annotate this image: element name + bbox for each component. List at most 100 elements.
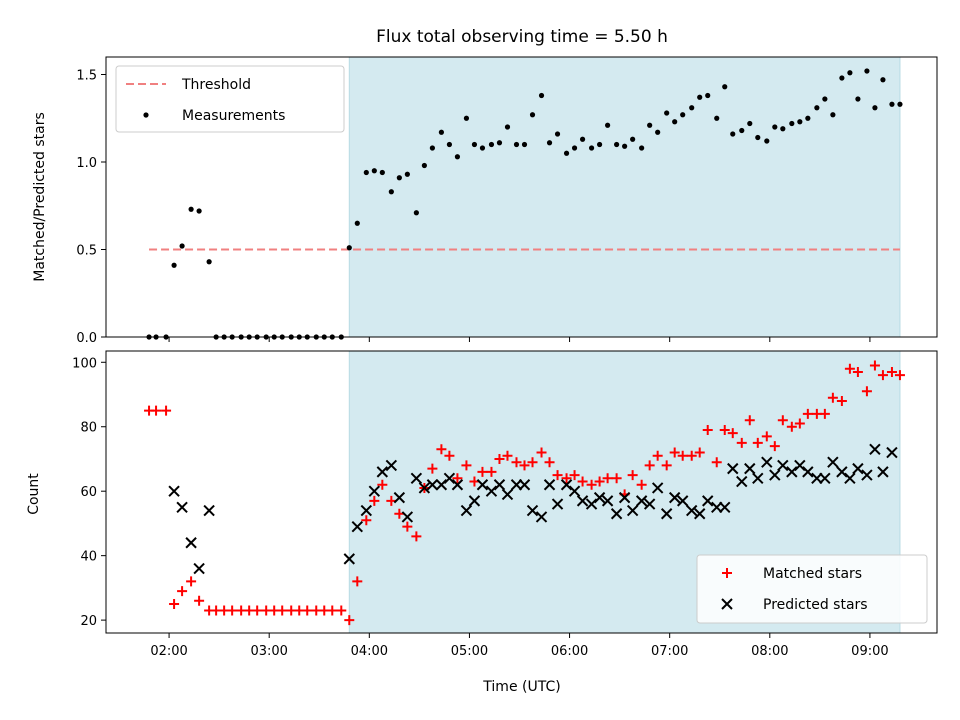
matched-stars-point xyxy=(894,370,905,381)
matched-stars-point xyxy=(802,408,813,419)
measurement-point xyxy=(814,105,820,111)
predicted-stars-point xyxy=(385,459,398,472)
predicted-stars-point xyxy=(393,491,406,504)
measurement-point xyxy=(588,145,595,151)
predicted-stars-point xyxy=(819,472,831,485)
matched-stars-point xyxy=(544,457,555,468)
predicted-stars-point xyxy=(203,504,215,517)
legend-measurements-swatch xyxy=(143,112,149,118)
predicted-stars-point xyxy=(786,466,798,478)
matched-stars-point xyxy=(444,450,455,461)
predicted-stars-point xyxy=(576,495,589,507)
legend-matched-swatch xyxy=(722,568,732,578)
y-tick-label: 0.5 xyxy=(76,244,97,259)
measurement-point xyxy=(488,141,495,148)
matched-stars-point xyxy=(161,405,172,416)
measurement-point xyxy=(680,112,686,118)
x-tick-label: 06:00 xyxy=(551,644,588,659)
matched-stars-point xyxy=(636,479,647,490)
predicted-stars-point xyxy=(401,511,414,523)
measurement-point xyxy=(596,141,603,148)
matched-stars-point xyxy=(577,476,588,487)
predicted-stars-point xyxy=(193,562,205,575)
matched-stars-point xyxy=(169,598,180,609)
measurement-point xyxy=(354,220,360,226)
legend-box xyxy=(696,554,928,624)
measurement-point xyxy=(188,206,194,212)
predicted-stars-point xyxy=(877,466,889,478)
x-tick-label: 09:00 xyxy=(851,644,888,659)
predicted-stars-point xyxy=(794,459,806,472)
measurement-point xyxy=(739,127,745,134)
predicted-stars-point xyxy=(719,501,731,514)
measurement-point xyxy=(705,92,711,99)
measurement-point xyxy=(714,115,720,121)
matched-stars-point xyxy=(186,576,197,587)
y-tick-label: 1.5 xyxy=(76,69,97,84)
legend-predicted-label: Predicted stars xyxy=(763,597,868,613)
y-tick-label: 1.0 xyxy=(76,156,97,171)
observing-window-shade xyxy=(348,56,901,338)
x-axis-title: Time (UTC) xyxy=(482,679,560,695)
measurement-point xyxy=(805,115,811,121)
matched-stars-point xyxy=(277,605,288,616)
predicted-stars-point xyxy=(585,498,598,510)
measurement-point xyxy=(438,129,445,135)
matched-stars-point xyxy=(411,531,422,542)
measurement-point xyxy=(855,96,861,102)
measurement-point xyxy=(479,145,486,151)
y-tick-label: 0.0 xyxy=(76,331,97,346)
matched-stars-point xyxy=(502,450,513,461)
matched-stars-point xyxy=(586,479,597,490)
predicted-stars-point xyxy=(560,479,573,491)
matched-stars-point xyxy=(336,605,347,616)
matched-stars-point xyxy=(352,576,363,587)
measurement-point xyxy=(755,134,761,141)
measurement-point xyxy=(822,96,828,102)
matched-stars-point xyxy=(652,450,663,461)
matched-stars-point xyxy=(511,457,522,468)
predicted-stars-point xyxy=(185,537,197,549)
predicted-stars-point xyxy=(360,504,373,517)
matched-stars-point xyxy=(194,595,205,606)
matched-stars-point xyxy=(436,444,447,455)
measurement-point xyxy=(722,84,728,90)
x-tick-label: 07:00 xyxy=(651,644,688,659)
matched-stars-point xyxy=(661,460,672,471)
predicted-stars-point xyxy=(727,462,739,475)
count-panel: 20 40 60 80 100 02:00 03:00 04:00 05:00 06:00 07:0… xyxy=(72,351,938,659)
matched-stars-point xyxy=(519,460,530,471)
matched-stars-point xyxy=(494,453,505,464)
legend-predicted-swatch xyxy=(721,598,733,610)
predicted-stars-point xyxy=(468,495,481,507)
measurement-point xyxy=(772,124,778,130)
predicted-stars-point xyxy=(626,504,639,517)
measurement-point xyxy=(521,141,528,148)
measurement-point xyxy=(780,126,786,132)
measurement-point xyxy=(864,68,870,74)
matched-stars-point xyxy=(877,370,888,381)
predicted-stars-point xyxy=(852,462,864,475)
predicted-stars-point xyxy=(844,472,856,485)
matched-stars-point xyxy=(836,395,847,406)
measurement-point xyxy=(672,119,678,125)
chart-title: Flux total observing time = 5.50 h xyxy=(376,27,668,47)
predicted-stars-point xyxy=(869,443,881,456)
predicted-stars-point xyxy=(451,479,464,491)
predicted-stars-point xyxy=(777,459,789,472)
predicted-stars-point xyxy=(610,508,623,520)
matched-stars-point xyxy=(151,405,162,416)
predicted-stars-point xyxy=(551,498,564,510)
matched-stars-point xyxy=(552,470,563,481)
matched-stars-point xyxy=(669,447,680,458)
matched-stars-point xyxy=(402,521,413,532)
measurement-point xyxy=(797,119,803,125)
measurement-point xyxy=(764,138,770,144)
predicted-stars-point xyxy=(643,498,656,510)
predicted-stars-point xyxy=(485,485,498,497)
predicted-stars-point xyxy=(493,479,506,491)
predicted-stars-point xyxy=(593,491,606,504)
matched-stars-point xyxy=(252,605,263,616)
predicted-stars-point xyxy=(368,485,381,497)
matched-stars-point xyxy=(744,415,755,426)
